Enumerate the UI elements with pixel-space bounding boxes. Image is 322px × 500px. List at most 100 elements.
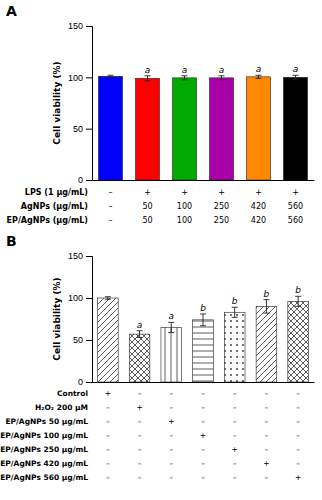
table-row-label: EP/AgNPs 250 μg/mL xyxy=(0,445,88,454)
table-cell: + xyxy=(105,389,111,398)
table-row-label: H₂O₂ 200 μM xyxy=(35,403,88,412)
table: LPS (1 μg/mL)–+++++AgNPs (μg/mL)–5010025… xyxy=(7,188,304,225)
y-tick-mark xyxy=(86,26,92,27)
chart-svg: A050100150Cell viability (%)aaaaaLPS (1 … xyxy=(0,0,322,500)
table-cell: 250 xyxy=(214,202,229,211)
table-row-label: AgNPs (μg/mL) xyxy=(21,202,88,211)
y-axis: 050100150 xyxy=(68,251,93,387)
annotation: a xyxy=(169,311,175,321)
table-cell: – xyxy=(169,445,173,454)
panel-title: B xyxy=(6,233,17,249)
y-tick: 150 xyxy=(68,21,92,31)
annotation: b xyxy=(200,303,206,313)
table-cell: + xyxy=(263,459,269,468)
table-cell: 420 xyxy=(251,216,266,225)
panel: A050100150Cell viability (%)aaaaaLPS (1 … xyxy=(6,3,315,225)
table-cell: – xyxy=(296,431,300,440)
table-row-label: LPS (1 μg/mL) xyxy=(25,188,88,197)
table-cell: – xyxy=(265,389,269,398)
bar xyxy=(288,301,309,382)
table-cell: + xyxy=(292,188,299,197)
table-cell: – xyxy=(296,417,300,426)
table-cell: – xyxy=(233,417,237,426)
table-cell: + xyxy=(136,403,142,412)
table-cell: – xyxy=(233,403,237,412)
y-tick-mark xyxy=(86,180,92,181)
error-bar xyxy=(137,331,143,338)
table-cell: – xyxy=(106,431,110,440)
table-cell: – xyxy=(296,445,300,454)
bar xyxy=(224,312,245,382)
table-cell: – xyxy=(138,445,142,454)
bar xyxy=(98,76,122,180)
y-tick: 100 xyxy=(68,293,92,303)
table-row-label: EP/AgNPs 420 μg/mL xyxy=(0,459,88,468)
error-bar xyxy=(219,76,225,80)
table-cell: – xyxy=(265,403,269,412)
error-bar xyxy=(182,76,188,80)
table-cell: 560 xyxy=(288,202,303,211)
annotation: a xyxy=(293,64,299,74)
y-tick: 50 xyxy=(73,335,92,345)
y-tick-mark xyxy=(86,298,92,299)
x-axis-line xyxy=(93,180,315,181)
bar xyxy=(98,298,119,382)
table-cell: – xyxy=(296,389,300,398)
table-cell: – xyxy=(233,473,237,482)
bar xyxy=(172,78,196,180)
table-cell: + xyxy=(232,445,238,454)
table-cell: + xyxy=(181,188,188,197)
bar xyxy=(209,78,233,180)
panel-title: A xyxy=(6,3,17,19)
table-cell: – xyxy=(201,417,205,426)
error-bar xyxy=(145,76,151,81)
bar xyxy=(283,77,307,180)
annotations: aaaaa xyxy=(145,64,299,75)
y-tick-label: 50 xyxy=(73,124,83,134)
y-tick: 0 xyxy=(78,175,92,185)
y-tick: 0 xyxy=(78,377,92,387)
error-bar xyxy=(293,75,299,79)
table-cell: – xyxy=(265,473,269,482)
table-cell: – xyxy=(138,431,142,440)
bar xyxy=(256,306,277,382)
table-cell: – xyxy=(106,403,110,412)
y-tick-mark xyxy=(86,256,92,257)
table-cell: – xyxy=(138,473,142,482)
annotation: a xyxy=(256,64,262,74)
annotation: b xyxy=(232,296,238,306)
table-cell: – xyxy=(296,403,300,412)
table-cell: – xyxy=(106,473,110,482)
error-bar xyxy=(256,75,262,78)
table-cell: – xyxy=(169,459,173,468)
annotations: aabbbb xyxy=(137,285,301,329)
y-axis-title: Cell viability (%) xyxy=(52,277,62,360)
table-cell: 50 xyxy=(142,216,152,225)
table-cell: – xyxy=(265,445,269,454)
table-cell: + xyxy=(255,188,262,197)
y-axis-line xyxy=(86,257,93,383)
bar xyxy=(246,77,270,180)
table-cell: – xyxy=(138,459,142,468)
table-row-label: EP/AgNPs 100 μg/mL xyxy=(0,431,88,440)
plot-marks xyxy=(98,75,307,180)
table-cell: – xyxy=(109,188,113,197)
table-cell: – xyxy=(201,459,205,468)
error-bar xyxy=(105,297,111,300)
y-tick-mark xyxy=(86,340,92,341)
table-cell: + xyxy=(200,431,206,440)
table-cell: – xyxy=(201,403,205,412)
annotation: a xyxy=(182,65,188,75)
y-tick-mark xyxy=(86,77,92,78)
table-row-label: EP/AgNPs 560 μg/mL xyxy=(0,473,88,482)
y-axis: 050100150 xyxy=(68,21,93,185)
table-cell: 100 xyxy=(177,202,192,211)
error-bar xyxy=(295,296,301,306)
error-bar xyxy=(200,314,206,326)
table-cell: – xyxy=(169,403,173,412)
table-cell: – xyxy=(106,459,110,468)
bar xyxy=(161,327,182,382)
table-cell: – xyxy=(109,202,113,211)
y-tick-mark xyxy=(86,382,92,383)
annotation: b xyxy=(264,289,270,299)
